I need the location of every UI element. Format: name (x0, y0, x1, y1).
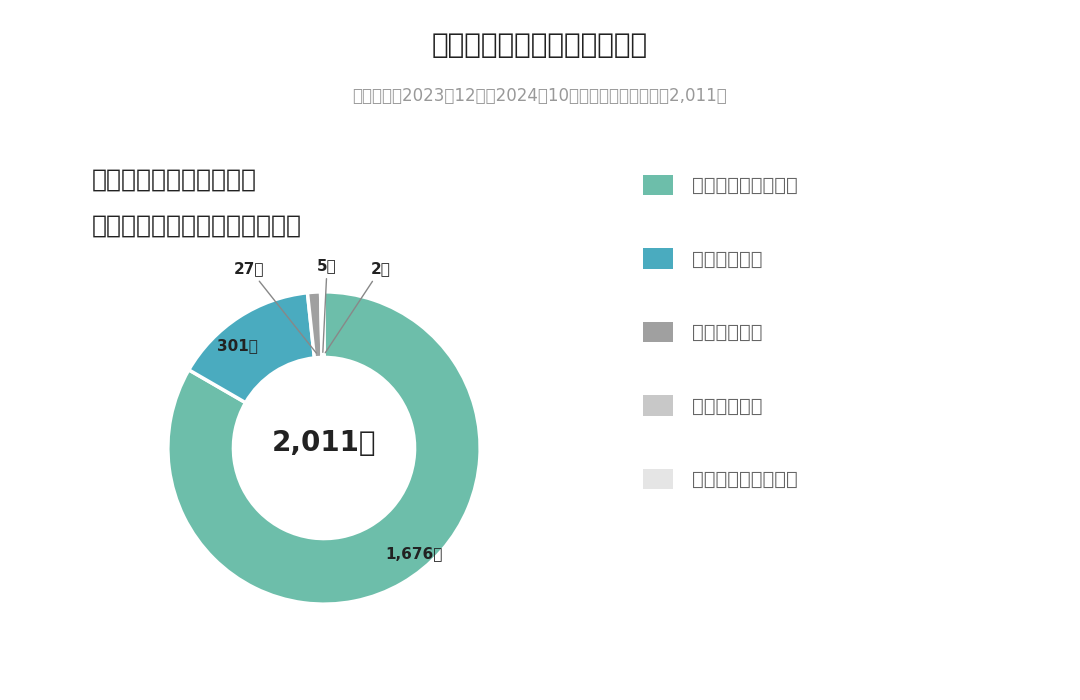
FancyBboxPatch shape (643, 175, 673, 195)
Text: コンシェルジュの説明は: コンシェルジュの説明は (92, 168, 257, 192)
Text: とても満足（４点）: とても満足（４点） (692, 176, 798, 195)
Text: 2,011人: 2,011人 (272, 429, 376, 457)
Text: 満足（３点）: 満足（３点） (692, 249, 762, 269)
Text: わかりやすかったでしょうか？: わかりやすかったでしょうか？ (92, 214, 301, 237)
FancyBboxPatch shape (643, 322, 673, 342)
Text: 1,676人: 1,676人 (384, 546, 442, 561)
Text: とても不満（０点）: とても不満（０点） (692, 470, 798, 489)
Text: 27人: 27人 (234, 261, 316, 353)
Wedge shape (308, 292, 322, 358)
Text: 2人: 2人 (325, 261, 391, 353)
Wedge shape (189, 293, 314, 402)
Text: 普通（２点）: 普通（２点） (692, 323, 762, 342)
FancyBboxPatch shape (643, 469, 673, 489)
Text: お客さまへのアンケート結果: お客さまへのアンケート結果 (432, 32, 648, 60)
Text: 5人: 5人 (318, 258, 337, 352)
Wedge shape (321, 292, 323, 358)
Text: 301人: 301人 (217, 338, 258, 354)
FancyBboxPatch shape (643, 395, 673, 416)
Text: 実施期間：2023年12月〜2024年10月　　有効ご回答数：2,011件: 実施期間：2023年12月〜2024年10月 有効ご回答数：2,011件 (353, 88, 727, 106)
FancyBboxPatch shape (643, 248, 673, 269)
Text: 不満（１点）: 不満（１点） (692, 396, 762, 416)
Wedge shape (167, 292, 481, 604)
